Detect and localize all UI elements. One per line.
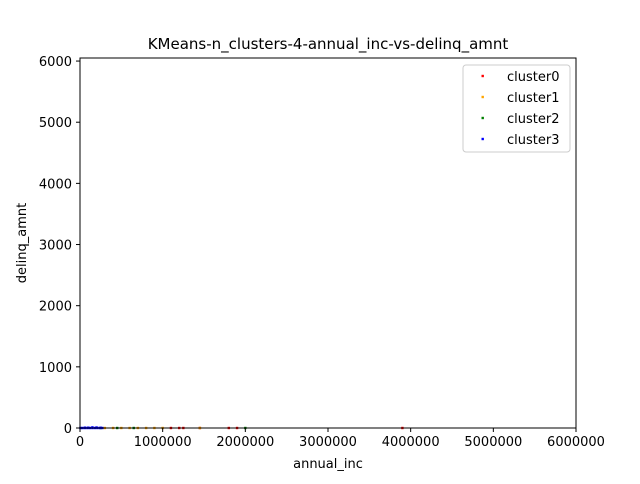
legend-label-cluster3: cluster3 bbox=[507, 133, 559, 148]
y-tick-label: 0 bbox=[64, 422, 72, 437]
y-tick-label: 6000 bbox=[39, 55, 72, 70]
legend-label-cluster1: cluster1 bbox=[507, 91, 559, 106]
legend-marker-cluster1 bbox=[481, 95, 484, 99]
legend-label-cluster0: cluster0 bbox=[507, 70, 559, 85]
y-axis: 0 1000 2000 3000 4000 5000 6000 bbox=[39, 55, 80, 437]
y-tick-label: 1000 bbox=[39, 361, 72, 376]
x-tick-label: 0 bbox=[76, 435, 84, 450]
x-tick-label: 3000000 bbox=[299, 435, 357, 450]
legend-label-cluster2: cluster2 bbox=[507, 112, 559, 127]
legend: cluster0 cluster1 cluster2 cluster3 bbox=[462, 64, 571, 153]
x-tick-label: 1000000 bbox=[134, 435, 192, 450]
x-tick-label: 2000000 bbox=[216, 435, 274, 450]
x-tick-label: 6000000 bbox=[547, 435, 605, 450]
legend-box bbox=[462, 64, 571, 153]
legend-marker-cluster0 bbox=[481, 74, 484, 78]
y-tick-label: 5000 bbox=[39, 116, 72, 131]
y-tick-label: 3000 bbox=[39, 239, 72, 254]
legend-marker-cluster3 bbox=[481, 137, 484, 141]
x-axis: 0 1000000 2000000 3000000 4000000 5000000 6000… bbox=[76, 428, 605, 450]
data-point-cluster3-12 bbox=[91, 426, 94, 429]
y-tick-label: 4000 bbox=[39, 177, 72, 192]
y-axis-label: delinq_amnt bbox=[15, 203, 30, 283]
legend-marker-cluster2 bbox=[481, 116, 484, 120]
x-axis-label: annual_inc bbox=[293, 457, 363, 472]
x-tick-label: 4000000 bbox=[382, 435, 440, 450]
chart-title: KMeans-n_clusters-4-annual_inc-vs-delinq… bbox=[148, 35, 509, 54]
y-tick-label: 2000 bbox=[39, 300, 72, 315]
x-tick-label: 5000000 bbox=[464, 435, 522, 450]
